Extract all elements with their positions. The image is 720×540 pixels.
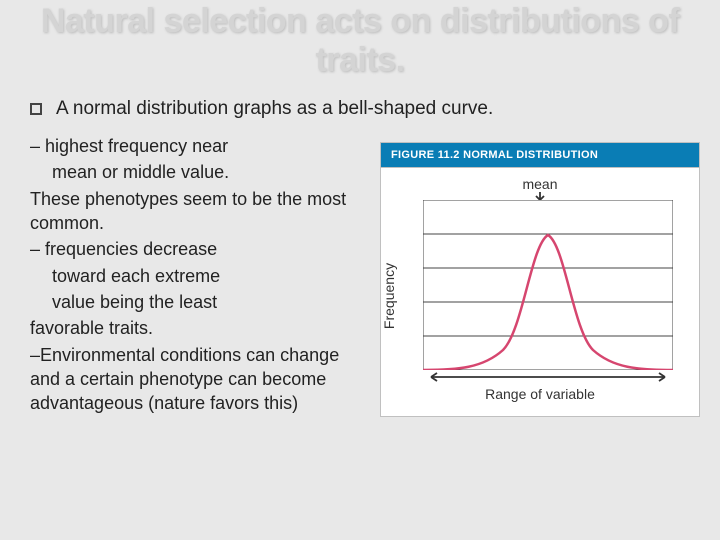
figure-header: FIGURE 11.2 NORMAL DISTRIBUTION (381, 143, 699, 168)
x-axis-label: Range of variable (485, 386, 595, 402)
slide-title: Natural selection acts on distributions … (0, 0, 720, 98)
bell-curve-chart (423, 200, 673, 370)
para-3d: favorable traits. (30, 316, 370, 340)
para-3c: value being the least (30, 290, 370, 314)
para-2: These phenotypes seem to be the most com… (30, 187, 370, 236)
para-4: –Environmental conditions can change and… (30, 343, 370, 416)
y-axis-label: Frequency (381, 263, 397, 329)
para-1b: mean or middle value. (30, 160, 370, 184)
x-axis-arrows-icon (423, 370, 673, 384)
figure-panel: FIGURE 11.2 NORMAL DISTRIBUTION mean Fre… (380, 142, 700, 417)
body-text: – highest frequency near mean or middle … (30, 134, 370, 417)
para-3a: – frequencies decrease (30, 237, 370, 261)
bullet-square-icon (30, 103, 42, 115)
figure-body: mean Frequency Range of variable (381, 168, 699, 408)
body-wrap: – highest frequency near mean or middle … (0, 134, 720, 417)
bullet-row: A normal distribution graphs as a bell-s… (0, 98, 720, 134)
para-1a: – highest frequency near (30, 134, 370, 158)
bullet-text: A normal distribution graphs as a bell-s… (56, 98, 493, 120)
para-3b: toward each extreme (30, 264, 370, 288)
